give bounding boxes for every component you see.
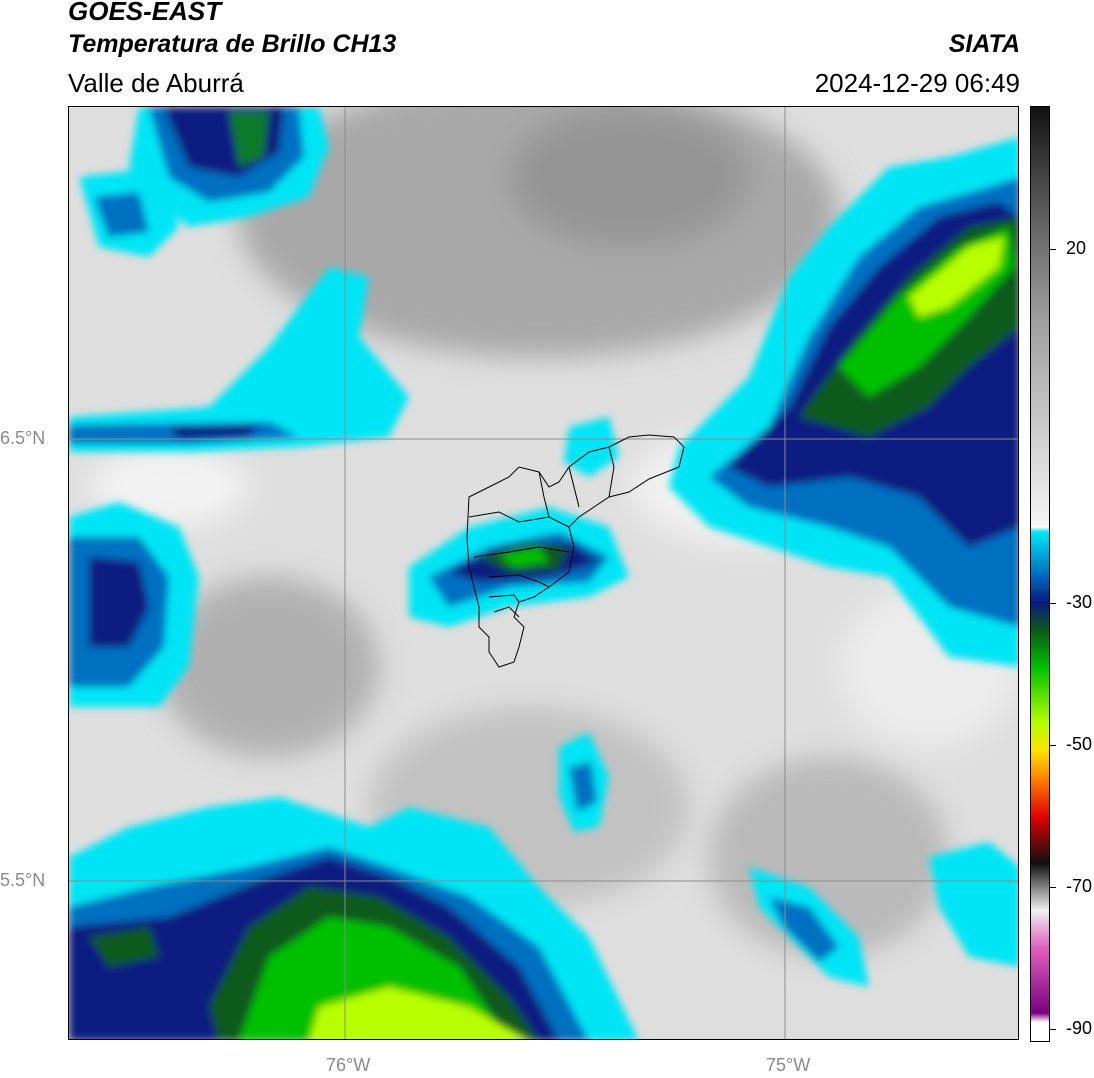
timestamp-label: 2024-12-29 06:49 — [814, 68, 1020, 98]
colorbar-tick-mark-30 — [1050, 603, 1056, 604]
colorbar-tick-minus70: -70 — [1066, 876, 1093, 896]
colorbar-tick-minus50: -50 — [1066, 734, 1093, 754]
lon-label-76: 76°W — [326, 1055, 371, 1075]
municipal-boundaries — [466, 434, 685, 668]
colorbar-tick-mark-20 — [1050, 249, 1056, 250]
brightness-temperature-map[interactable] — [68, 106, 1019, 1040]
map-canvas — [69, 107, 1018, 1039]
temperature-colorbar — [1030, 106, 1050, 1042]
cloud-contours — [69, 107, 1018, 1039]
satellite-title: GOES-EAST — [68, 0, 222, 26]
colorbar-tick-20: 20 — [1066, 238, 1087, 258]
product-title: Temperatura de Brillo CH13 — [68, 30, 397, 58]
colorbar-tick-mark-70 — [1050, 887, 1056, 888]
organization-label: SIATA — [948, 30, 1020, 58]
lat-label-5.5: 5.5°N — [0, 870, 46, 890]
lon-label-75: 75°W — [766, 1055, 811, 1075]
colorbar-tick-minus90: -90 — [1066, 1018, 1093, 1038]
colorbar-tick-mark-90 — [1050, 1029, 1056, 1030]
colorbar-tick-mark-50 — [1050, 745, 1056, 746]
lat-label-6.5: 6.5°N — [0, 428, 46, 448]
colorbar-tick-minus30: -30 — [1066, 592, 1093, 612]
region-subtitle: Valle de Aburrá — [68, 68, 244, 98]
